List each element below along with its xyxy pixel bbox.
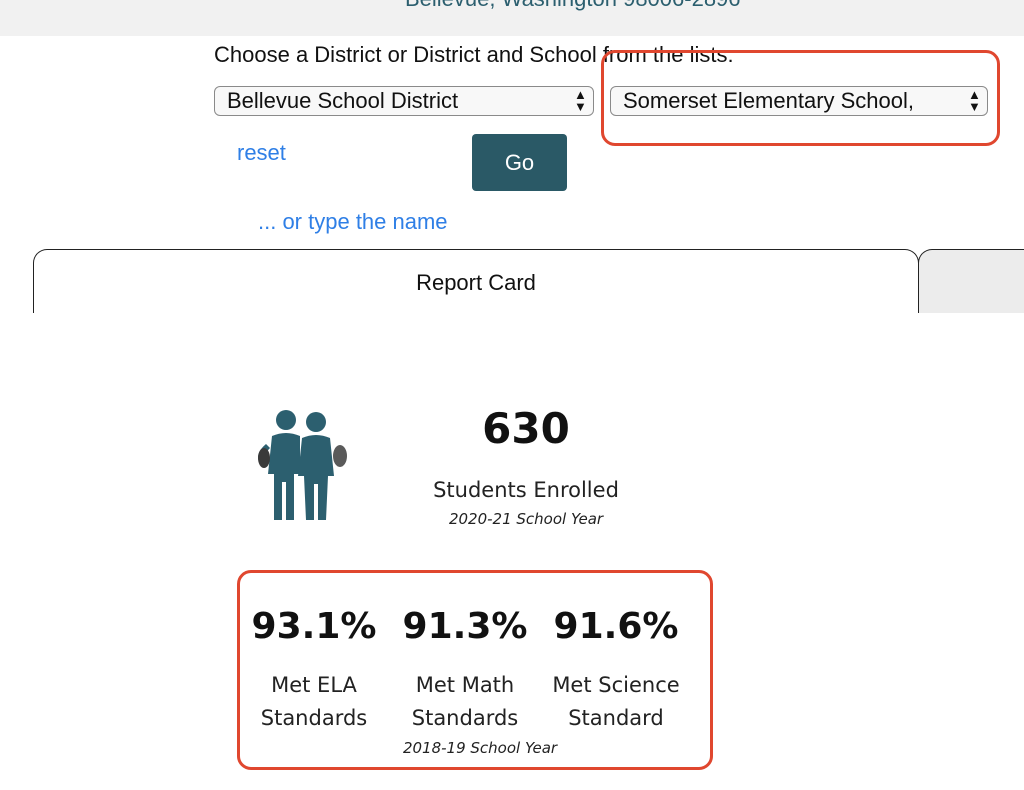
students-enrolled-label: Students Enrolled — [433, 478, 619, 502]
district-select-value: Bellevue School District — [227, 88, 459, 113]
stat-math: 91.3% Met Math Standards — [390, 606, 540, 735]
stat-math-value: 91.3% — [402, 606, 528, 647]
selector-prompt: Choose a District or District and School… — [214, 42, 734, 67]
stat-ela: 93.1% Met ELA Standards — [239, 606, 389, 735]
tab-report-card-label: Report Card — [416, 270, 536, 295]
stat-science-label-line2: Standard — [568, 706, 664, 730]
school-address: Bellevue, Washington 98006-2896 — [405, 0, 741, 12]
stat-science-label: Met Science Standard — [541, 669, 691, 735]
enrollment-year: 2020-21 School Year — [448, 510, 604, 528]
go-button[interactable]: Go — [472, 134, 567, 191]
stat-ela-label-line2: Standards — [260, 706, 368, 730]
type-name-link[interactable]: ... or type the name — [258, 209, 448, 234]
tab-next[interactable] — [918, 249, 1024, 313]
stat-science-label-line1: Met Science — [552, 673, 680, 697]
students-icon — [258, 410, 347, 520]
stat-ela-label: Met ELA Standards — [239, 669, 389, 735]
chevron-up-down-icon: ▲ ▼ — [574, 87, 587, 114]
stat-math-label: Met Math Standards — [390, 669, 540, 735]
stat-math-label-line1: Met Math — [415, 673, 515, 697]
reset-link[interactable]: reset — [237, 140, 286, 165]
stat-math-label-line2: Standards — [411, 706, 519, 730]
school-select-highlight — [601, 50, 1000, 146]
stat-science-value: 91.6% — [553, 606, 679, 647]
students-enrolled-count: 630 — [482, 404, 570, 453]
school-select-value: Somerset Elementary School, — [623, 88, 915, 113]
stat-ela-value: 93.1% — [251, 606, 377, 647]
standards-year: 2018-19 School Year — [402, 739, 558, 757]
stat-ela-label-line1: Met ELA — [271, 673, 357, 697]
top-bar: Bellevue, Washington 98006-2896 — [0, 0, 1024, 36]
standards-highlight — [237, 570, 713, 770]
district-select[interactable]: Bellevue School District ▲ ▼ — [214, 86, 594, 116]
school-select[interactable]: Somerset Elementary School, ▲ ▼ — [610, 86, 988, 116]
stat-science: 91.6% Met Science Standard — [541, 606, 691, 735]
tab-report-card[interactable]: Report Card — [33, 249, 919, 313]
chevron-up-down-icon: ▲ ▼ — [968, 87, 981, 114]
